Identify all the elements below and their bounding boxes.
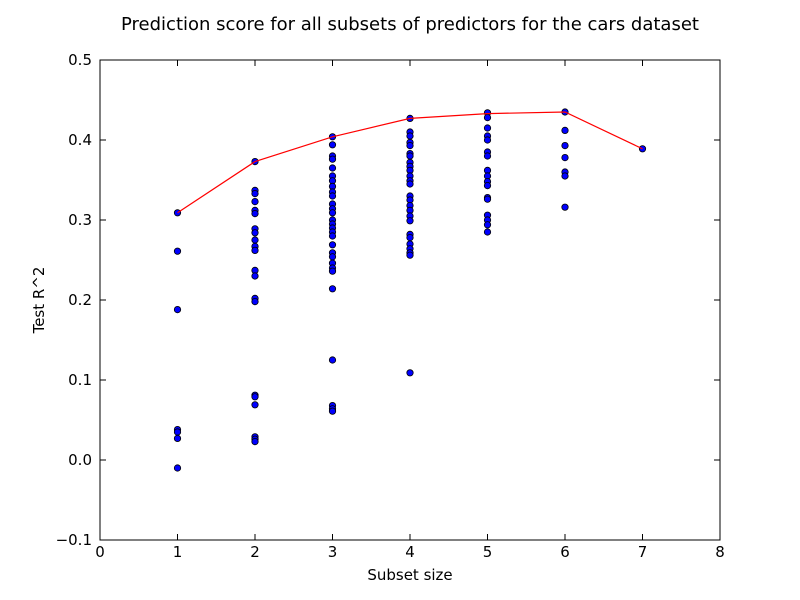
y-tick-label: −0.1 bbox=[56, 531, 92, 549]
scatter-point bbox=[406, 217, 414, 225]
scatter-point bbox=[251, 437, 259, 446]
scatter-point bbox=[483, 114, 492, 122]
scatter-point bbox=[328, 209, 337, 217]
y-tick-label: 0.2 bbox=[68, 291, 92, 309]
scatter-point bbox=[328, 241, 337, 249]
scatter-point bbox=[251, 210, 259, 218]
x-tick-label: 4 bbox=[405, 543, 415, 561]
scatter-point bbox=[561, 172, 569, 180]
scatter-point bbox=[406, 369, 414, 377]
scatter-point bbox=[561, 126, 569, 134]
scatter-point bbox=[328, 253, 337, 261]
scatter-point bbox=[173, 434, 182, 442]
scatter-point bbox=[328, 232, 337, 240]
scatter-point bbox=[483, 152, 492, 160]
x-tick-label: 6 bbox=[560, 543, 570, 561]
scatter-point bbox=[173, 305, 182, 314]
y-axis-label: Test R^2 bbox=[30, 267, 48, 335]
scatter-point bbox=[406, 132, 414, 140]
scatter-point bbox=[483, 124, 492, 132]
scatter-point bbox=[251, 393, 259, 401]
y-tick-label: 0.0 bbox=[68, 451, 92, 469]
scatter-point bbox=[483, 221, 492, 229]
scatter-point bbox=[328, 192, 337, 200]
scatter-point bbox=[561, 154, 569, 162]
scatter-point bbox=[328, 407, 337, 415]
scatter-point bbox=[251, 229, 259, 237]
scatter-point bbox=[251, 246, 259, 254]
scatter-point bbox=[251, 190, 259, 198]
y-tick-label: 0.4 bbox=[68, 131, 92, 149]
scatter-point bbox=[483, 136, 492, 144]
scatter-point bbox=[251, 401, 259, 409]
scatter-point bbox=[251, 272, 259, 280]
scatter-point bbox=[406, 180, 414, 188]
scatter-point bbox=[483, 228, 492, 236]
scatter-point bbox=[328, 141, 337, 149]
scatter-point bbox=[328, 285, 337, 293]
scatter-point bbox=[173, 464, 182, 472]
chart-title: Prediction score for all subsets of pred… bbox=[121, 14, 699, 35]
scatter-point bbox=[251, 297, 259, 306]
scatter-point bbox=[406, 152, 414, 160]
y-tick-label: 0.1 bbox=[68, 371, 92, 389]
scatter-point bbox=[173, 247, 182, 255]
ticks: 0 1 2 3 4 5 6 7 8 −0.1 0.0 0.1 0.2 0.3 0.4 0.5 bbox=[56, 51, 725, 561]
x-axis-label: Subset size bbox=[367, 566, 452, 584]
x-tick-label: 7 bbox=[638, 543, 648, 561]
y-tick-label: 0.5 bbox=[68, 51, 92, 69]
x-tick-label: 2 bbox=[250, 543, 260, 561]
marks bbox=[173, 108, 647, 472]
scatter-point bbox=[483, 182, 492, 190]
best-score-line bbox=[177, 111, 643, 214]
scatter-point bbox=[406, 251, 414, 259]
scatter-point bbox=[251, 198, 259, 206]
scatter-point bbox=[173, 428, 182, 436]
scatter-point bbox=[561, 142, 569, 150]
scatter-point bbox=[328, 164, 337, 172]
scatter-point bbox=[251, 236, 259, 244]
x-tick-label: 0 bbox=[95, 543, 105, 561]
x-tick-label: 1 bbox=[173, 543, 183, 561]
scatter-point bbox=[328, 356, 337, 364]
scatter-point bbox=[406, 234, 414, 242]
scatter-point bbox=[483, 195, 492, 203]
scatter-point bbox=[406, 142, 414, 150]
scatter-point bbox=[328, 155, 337, 163]
y-tick-label: 0.3 bbox=[68, 211, 92, 229]
x-tick-label: 8 bbox=[715, 543, 725, 561]
scatter-point bbox=[561, 203, 569, 211]
x-tick-label: 3 bbox=[328, 543, 338, 561]
x-tick-label: 5 bbox=[483, 543, 493, 561]
scatter-point bbox=[328, 267, 337, 275]
